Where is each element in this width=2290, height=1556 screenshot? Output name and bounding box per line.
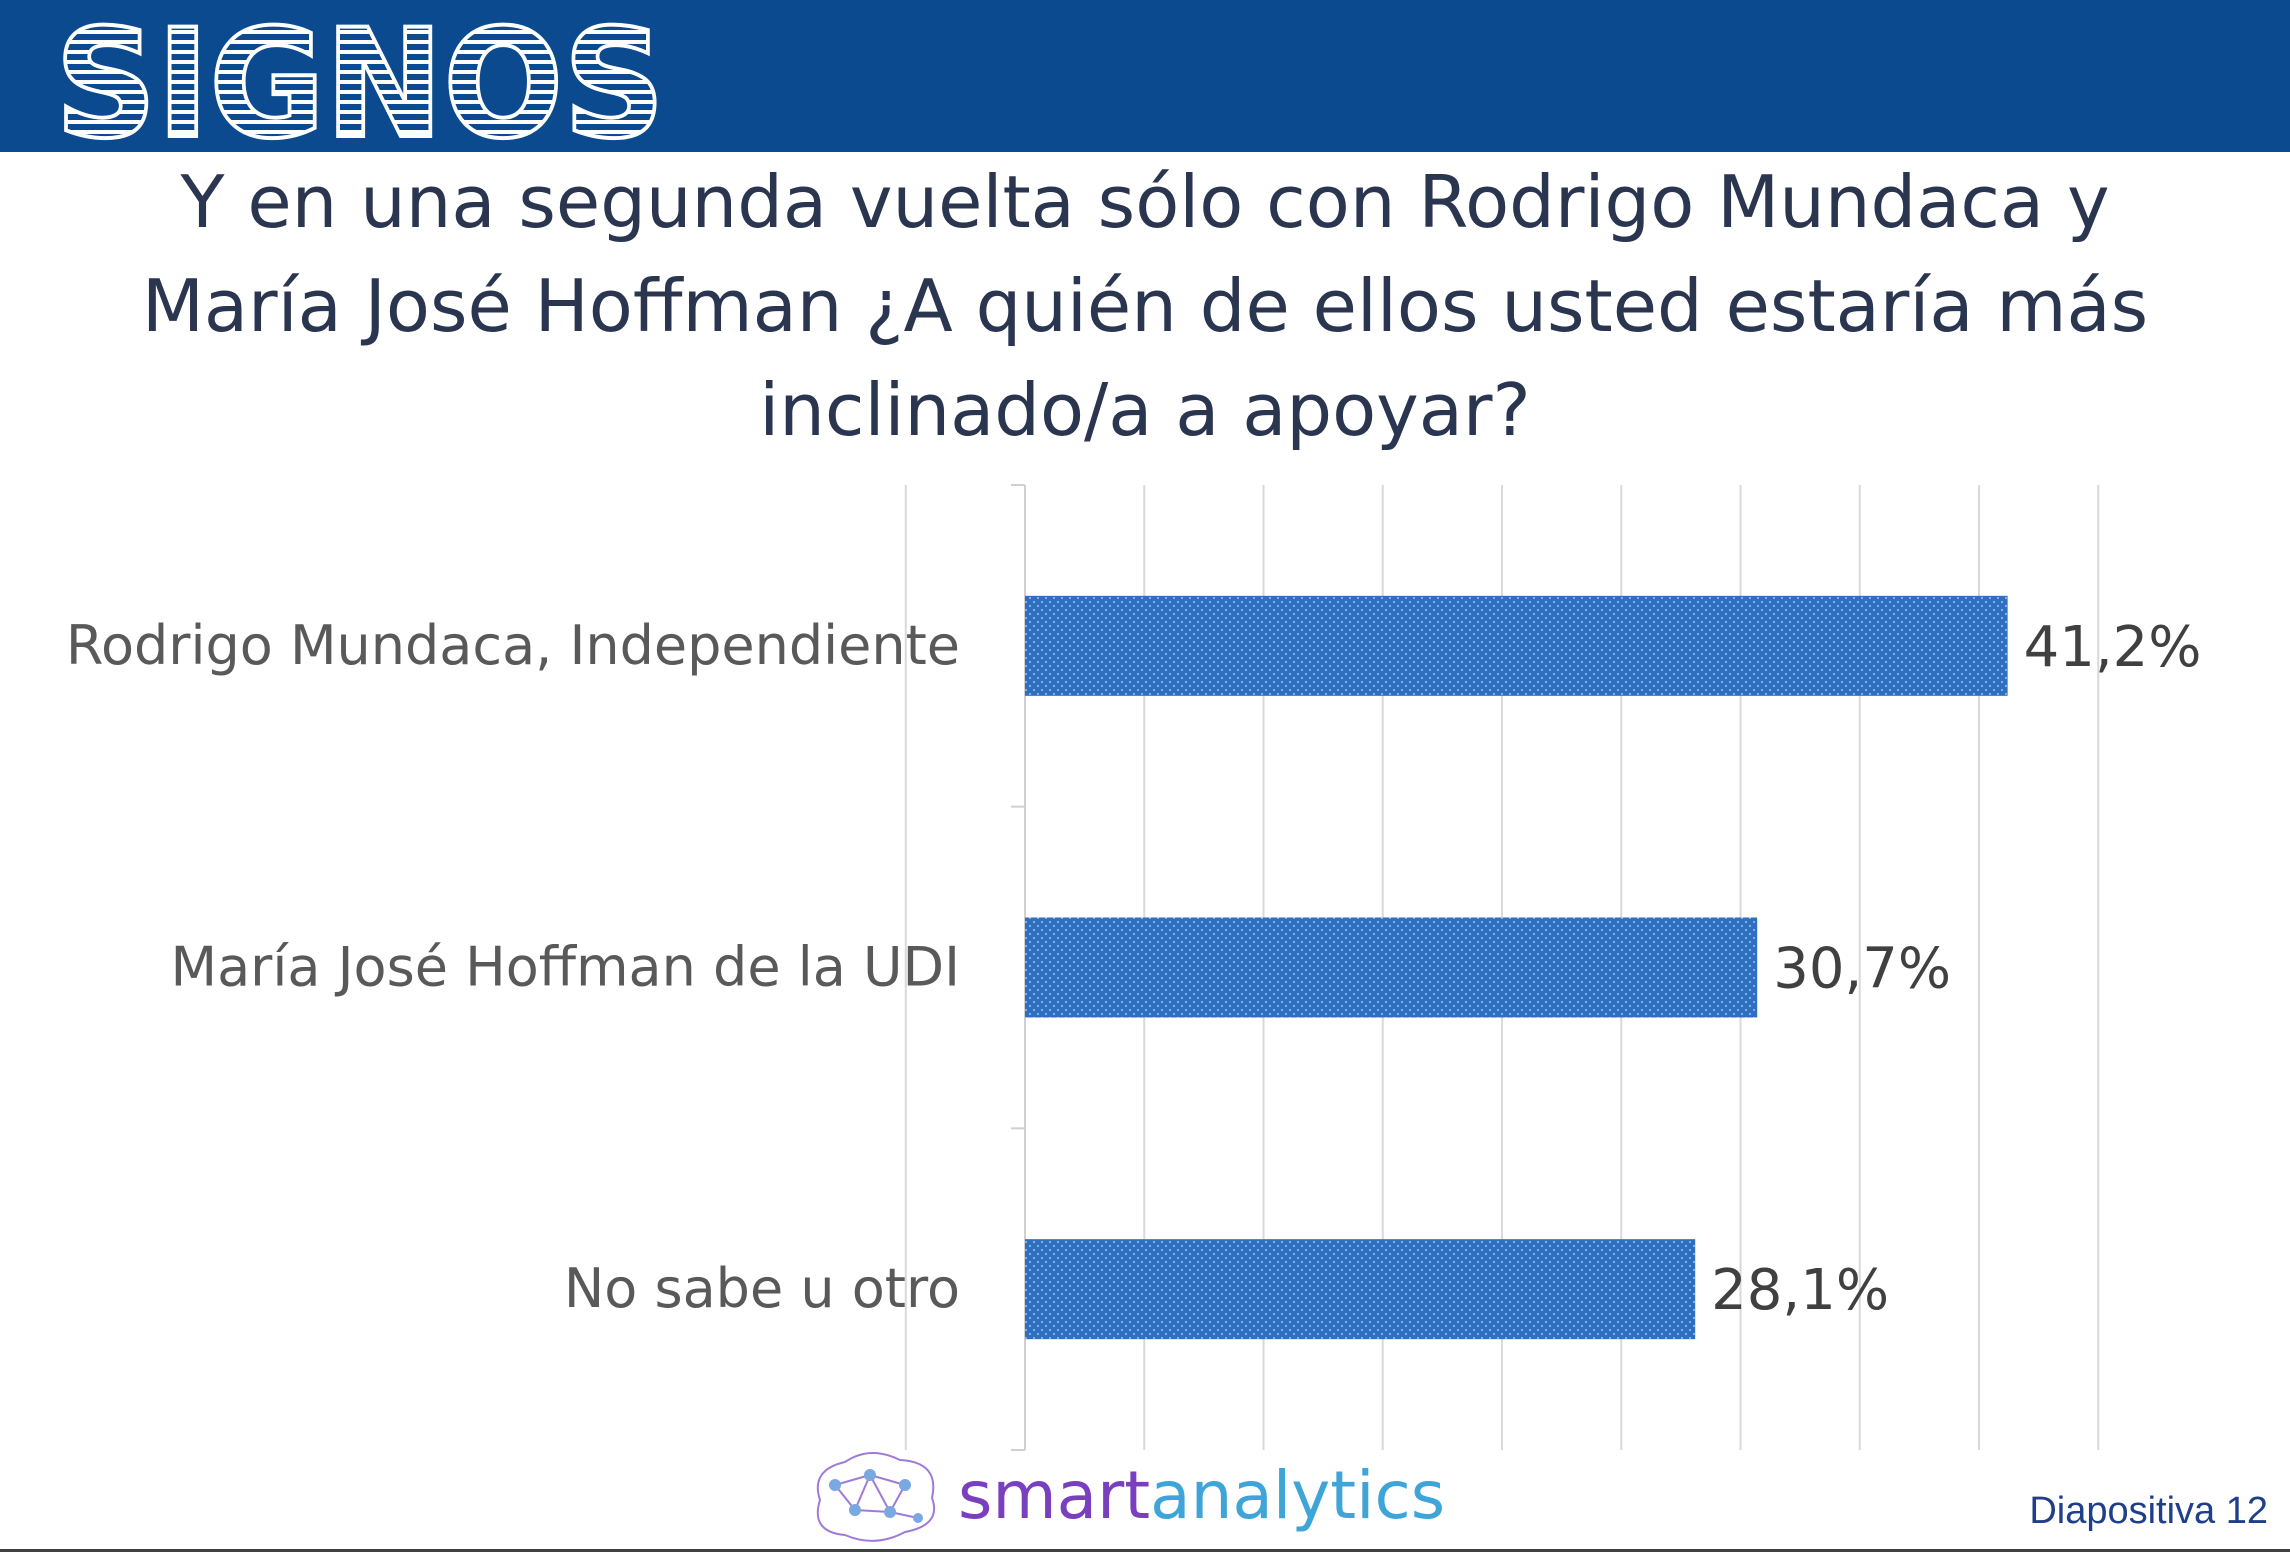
smartanalytics-logo: smartanalytics (800, 1440, 1445, 1552)
header-banner: SIGNOS (0, 0, 2290, 152)
brain-network-icon (816, 1452, 936, 1542)
question-title-line-2: María José Hoffman ¿A quién de ellos ust… (141, 264, 2149, 348)
brand-analytics: analytics (1150, 1457, 1446, 1534)
bar (1025, 1239, 1696, 1340)
category-label: María José Hoffman de la UDI (170, 936, 960, 999)
question-title: Y en una segunda vuelta sólo con Rodrigo… (40, 150, 2250, 462)
bar (1025, 595, 2008, 696)
signos-logo: SIGNOS (53, 0, 667, 152)
data-label: 30,7% (1773, 937, 1951, 1002)
data-label: 28,1% (1711, 1258, 1889, 1323)
category-label: No sabe u otro (564, 1257, 960, 1320)
category-label: Rodrigo Mundaca, Independiente (66, 614, 960, 677)
question-title-line-3: inclinado/a a apoyar? (759, 368, 1531, 452)
logo-text: SIGNOS (55, 0, 665, 152)
question-title-line-1: Y en una segunda vuelta sólo con Rodrigo… (180, 160, 2110, 244)
brand-smart: smart (958, 1457, 1151, 1534)
bar (1025, 917, 1758, 1018)
data-label: 41,2% (2024, 615, 2202, 680)
slide-number: Diapositiva 12 (2029, 1490, 2268, 1532)
footer-divider (0, 1549, 2290, 1552)
bar-chart: Rodrigo Mundaca, Independiente 41,2% María… (66, 484, 2202, 1451)
smartanalytics-wordmark: smartanalytics (958, 1440, 1445, 1552)
